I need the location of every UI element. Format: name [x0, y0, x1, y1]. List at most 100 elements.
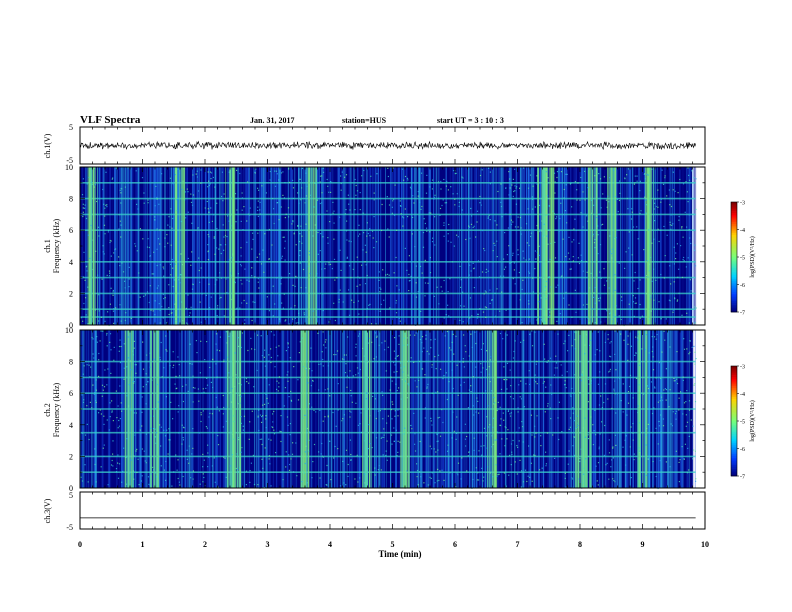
colorbar-label: log(PSD)(V²/Hz): [749, 236, 756, 277]
spectral-speckle: [200, 340, 202, 342]
spectral-speckle: [481, 467, 483, 469]
spectral-speckle: [519, 396, 521, 398]
spectral-speckle: [536, 175, 538, 177]
spectral-speckle: [476, 317, 479, 319]
spectral-speckle: [320, 453, 322, 455]
spectral-speckle: [689, 340, 691, 342]
spectral-speckle: [671, 224, 673, 226]
spectral-speckle: [103, 444, 105, 446]
spectral-speckle: [286, 416, 289, 418]
spectral-speckle: [659, 460, 661, 462]
spectral-speckle: [462, 361, 464, 363]
spectral-speckle: [87, 481, 89, 483]
spectral-speckle: [546, 432, 549, 434]
spectral-speckle: [532, 208, 534, 210]
spectral-speckle: [327, 365, 329, 367]
spectral-speckle: [262, 467, 264, 469]
spectral-speckle: [225, 420, 227, 422]
spectral-speckle: [197, 228, 199, 230]
spectral-speckle: [186, 458, 188, 460]
spectral-speckle: [321, 455, 324, 457]
spectral-speckle: [340, 269, 342, 271]
spectral-speckle: [543, 294, 546, 296]
spectral-speckle: [208, 236, 210, 238]
spectral-speckle: [499, 332, 502, 335]
spectral-speckle: [128, 286, 130, 288]
spectral-speckle: [305, 172, 307, 174]
spectral-speckle: [648, 229, 650, 231]
spectral-speckle: [166, 234, 168, 236]
colorbar-tick-label: -6: [740, 447, 745, 453]
spectral-speckle: [614, 330, 616, 332]
spectral-speckle: [175, 375, 177, 377]
spectral-speckle: [268, 360, 270, 362]
spectral-speckle: [437, 197, 439, 199]
spectral-speckle: [288, 167, 290, 169]
spectral-speckle: [393, 440, 395, 442]
spectral-speckle: [455, 335, 457, 337]
spectral-speckle: [485, 271, 487, 273]
spectral-speckle: [404, 247, 406, 249]
spectral-speckle: [450, 241, 452, 243]
spectral-speckle: [235, 221, 237, 223]
spectral-speckle: [102, 330, 104, 332]
spectral-speckle: [280, 283, 282, 285]
colorbar-segment: [731, 227, 737, 230]
spectral-speckle: [348, 203, 350, 205]
spectral-speckle: [609, 177, 611, 179]
colorbar-tick-label: -6: [740, 283, 745, 289]
spectral-speckle: [430, 212, 432, 214]
spectral-speckle: [126, 438, 128, 440]
spectral-speckle: [115, 468, 118, 470]
frequency-tick-label: 8: [69, 358, 73, 367]
spectral-speckle: [126, 366, 128, 368]
spectral-speckle: [632, 397, 634, 399]
spectral-speckle: [356, 190, 359, 192]
spectral-speckle: [207, 244, 209, 246]
spectral-speckle: [272, 426, 274, 429]
spectral-speckle: [389, 389, 391, 391]
spectral-speckle: [387, 346, 389, 348]
spectral-speckle: [505, 213, 507, 215]
spectral-speckle: [257, 484, 259, 486]
spectral-speckle: [519, 459, 521, 461]
spectral-speckle: [489, 219, 491, 221]
spectral-speckle: [169, 177, 172, 179]
spectral-speckle: [452, 229, 454, 231]
spectral-speckle: [558, 401, 560, 403]
spectral-speckle: [504, 426, 506, 428]
spectral-speckle: [480, 204, 482, 206]
spectral-speckle: [393, 361, 395, 364]
spectral-speckle: [110, 240, 112, 242]
spectral-speckle: [300, 287, 302, 289]
spectral-speckle: [284, 247, 286, 249]
spectral-speckle: [355, 184, 357, 187]
spectral-speckle: [632, 301, 635, 303]
spectral-speckle: [511, 376, 513, 379]
spectral-speckle: [580, 176, 582, 179]
spectral-speckle: [312, 310, 314, 312]
spectral-speckle: [593, 242, 596, 244]
spectral-speckle: [88, 176, 90, 178]
spectral-speckle: [565, 184, 567, 186]
spectral-speckle: [297, 379, 299, 381]
spectral-speckle: [205, 294, 207, 296]
spectral-speckle: [521, 426, 524, 428]
spectral-speckle: [186, 449, 188, 451]
spectral-speckle: [98, 412, 100, 414]
spectral-speckle: [366, 274, 368, 277]
spectral-speckle: [482, 311, 485, 313]
spectral-speckle: [396, 390, 398, 392]
spectral-speckle: [148, 301, 150, 304]
colorbar-segment: [731, 268, 737, 271]
spectral-speckle: [674, 298, 676, 300]
spectral-speckle: [547, 177, 549, 179]
spectral-speckle: [472, 227, 474, 229]
spectral-speckle: [340, 182, 342, 185]
spectral-speckle: [606, 280, 608, 282]
spectral-speckle: [113, 346, 115, 348]
spectral-speckle: [278, 386, 280, 388]
spectral-speckle: [291, 223, 293, 225]
colorbar-segment: [731, 413, 737, 416]
